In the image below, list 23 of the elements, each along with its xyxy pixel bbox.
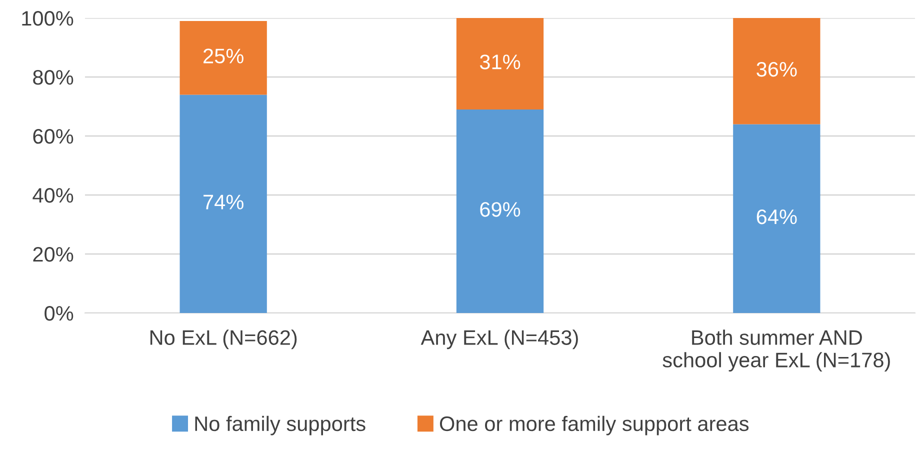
legend-label: No family supports xyxy=(195,416,366,436)
bar xyxy=(733,18,820,124)
x-tick-label: Both summer AND school year ExL (N=178) xyxy=(662,330,890,372)
y-tick-label: 0% xyxy=(44,306,74,321)
bar xyxy=(180,20,267,95)
text: 64% xyxy=(756,209,797,224)
text: 74% xyxy=(204,194,244,210)
text: 25% xyxy=(204,48,244,64)
text: 69% xyxy=(480,202,520,217)
bar xyxy=(456,109,544,313)
x-tick-label: No ExL (N=662) xyxy=(150,330,297,350)
x-tick-label: Any ExL (N=453) xyxy=(420,330,578,350)
legend-label: One or more family support areas xyxy=(440,416,749,436)
text: 36% xyxy=(756,62,797,77)
y-tick-label: 80% xyxy=(33,70,74,85)
y-tick-label: 100% xyxy=(22,11,74,26)
bar xyxy=(733,124,820,313)
bar xyxy=(456,18,544,110)
y-tick-label: 20% xyxy=(33,247,74,262)
y-tick-label: 40% xyxy=(32,188,74,203)
text: 31% xyxy=(480,54,520,70)
bar xyxy=(180,94,267,313)
y-tick-label: 60% xyxy=(33,129,74,144)
